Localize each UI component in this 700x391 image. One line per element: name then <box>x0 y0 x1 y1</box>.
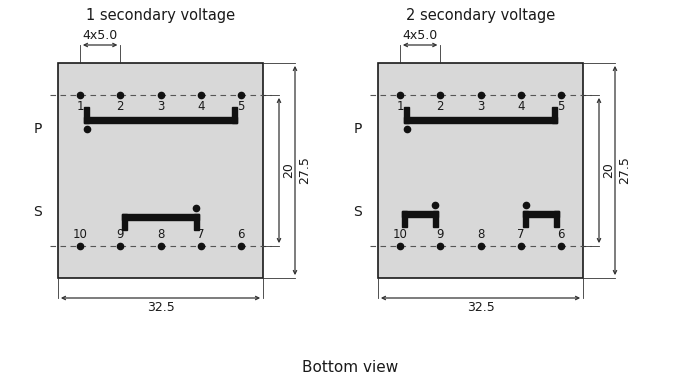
Text: P: P <box>354 122 362 136</box>
Bar <box>404 117 557 123</box>
Text: 2: 2 <box>116 100 124 113</box>
Text: 1: 1 <box>76 100 84 113</box>
Text: 6: 6 <box>237 228 245 241</box>
Text: 8: 8 <box>477 228 484 241</box>
Bar <box>402 211 438 217</box>
Text: 27.5: 27.5 <box>298 156 311 185</box>
Bar <box>552 107 557 123</box>
Text: 7: 7 <box>517 228 524 241</box>
Text: 5: 5 <box>237 100 245 113</box>
Bar <box>84 117 237 123</box>
Bar <box>433 211 438 227</box>
Text: 2 secondary voltage: 2 secondary voltage <box>406 8 555 23</box>
Bar <box>523 211 559 217</box>
Bar <box>58 63 263 278</box>
Text: 3: 3 <box>477 100 484 113</box>
Text: 5: 5 <box>557 100 565 113</box>
Bar <box>554 211 559 227</box>
Text: 3: 3 <box>157 100 164 113</box>
Bar <box>122 214 127 230</box>
Text: 4: 4 <box>197 100 204 113</box>
Text: Bottom view: Bottom view <box>302 360 398 375</box>
Text: 7: 7 <box>197 228 204 241</box>
Text: 2: 2 <box>437 100 444 113</box>
Bar <box>84 107 89 123</box>
Text: 8: 8 <box>157 228 164 241</box>
Bar <box>402 211 407 227</box>
Text: P: P <box>34 122 42 136</box>
Bar <box>523 211 528 227</box>
Bar <box>232 107 237 123</box>
Text: 6: 6 <box>557 228 565 241</box>
Text: 4: 4 <box>517 100 524 113</box>
Text: 4x5.0: 4x5.0 <box>83 29 118 42</box>
Text: 1: 1 <box>396 100 404 113</box>
Bar <box>404 107 409 123</box>
Text: 32.5: 32.5 <box>467 301 494 314</box>
Bar <box>194 214 199 230</box>
Bar <box>122 214 199 220</box>
Text: 1 secondary voltage: 1 secondary voltage <box>86 8 235 23</box>
Text: 4x5.0: 4x5.0 <box>402 29 438 42</box>
Text: 9: 9 <box>116 228 124 241</box>
Text: S: S <box>354 205 362 219</box>
Bar <box>378 63 583 278</box>
Text: 10: 10 <box>73 228 88 241</box>
Text: 20: 20 <box>602 163 615 178</box>
Text: 27.5: 27.5 <box>618 156 631 185</box>
Text: 20: 20 <box>282 163 295 178</box>
Text: 9: 9 <box>437 228 444 241</box>
Text: 10: 10 <box>393 228 407 241</box>
Text: S: S <box>34 205 42 219</box>
Text: 32.5: 32.5 <box>146 301 174 314</box>
